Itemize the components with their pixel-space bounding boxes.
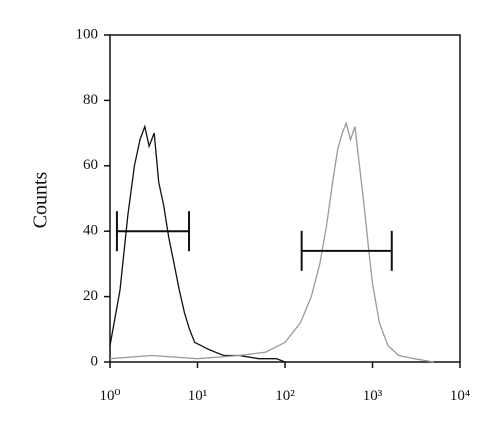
histogram-line <box>109 124 286 363</box>
y-tick-label: 20 <box>83 288 98 304</box>
x-tick-label: 10⁴ <box>450 388 470 404</box>
x-tick-label: 10¹ <box>188 388 208 404</box>
x-tick-label: 10² <box>275 388 295 404</box>
y-tick-label: 0 <box>91 353 99 369</box>
y-tick-label: 40 <box>83 223 98 239</box>
y-axis-label: Counts <box>30 171 52 228</box>
y-tick-label: 60 <box>83 157 98 173</box>
x-tick-label: 10³ <box>363 388 383 404</box>
y-tick-label: 80 <box>83 92 98 108</box>
histogram-line <box>109 121 434 363</box>
x-tick-label: 10⁰ <box>99 388 120 404</box>
y-tick-label: 100 <box>76 26 99 42</box>
